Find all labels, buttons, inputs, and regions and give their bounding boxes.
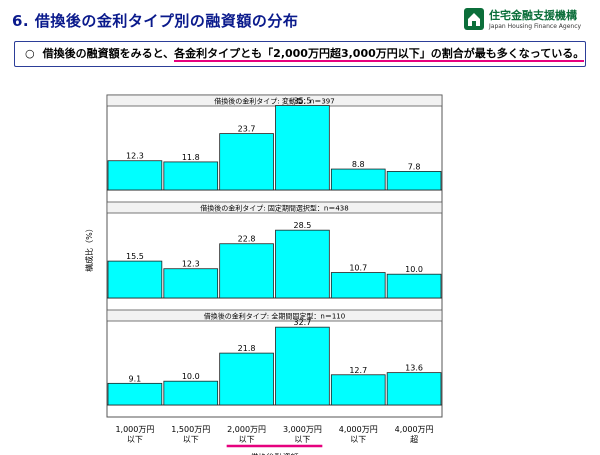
bar <box>386 372 442 406</box>
bar <box>386 171 442 191</box>
bar-label: 10.7 <box>349 264 367 273</box>
bar-label: 22.8 <box>238 235 256 244</box>
bar <box>330 272 386 299</box>
bar <box>107 160 163 191</box>
bar-label: 10.0 <box>405 265 423 274</box>
logo-subtitle: Japan Housing Finance Agency <box>489 23 582 30</box>
panel-title: 借換後の金利タイプ: 全期間固定型：n＝110 <box>204 312 345 321</box>
category-tick-label: 4,000万円以下 <box>339 425 378 444</box>
bar <box>330 374 386 406</box>
panel-title: 借換後の金利タイプ: 変動型：n＝397 <box>214 97 334 106</box>
y-axis-label: 構成比（%） <box>84 224 94 272</box>
bar-label: 21.8 <box>238 344 256 353</box>
bar-label: 8.8 <box>352 160 365 169</box>
panel-title: 借換後の金利タイプ: 固定期間選択型：n＝438 <box>200 204 348 213</box>
bar <box>107 260 163 299</box>
bar <box>219 352 274 406</box>
bar <box>330 168 386 191</box>
bar-label: 32.7 <box>294 318 312 327</box>
x-axis-label: 借換後融資額 <box>251 452 299 455</box>
category-tick-label: 3,000万円以下 <box>283 425 322 444</box>
bar <box>163 380 219 406</box>
bar <box>219 243 274 299</box>
summary-box: ○ 借換後の融資額をみると、各金利タイプとも「2,000万円超3,000万円以下」… <box>14 41 586 67</box>
bar-label: 12.3 <box>182 260 200 269</box>
category-tick-label: 2,000万円以下 <box>227 425 266 444</box>
bar <box>163 161 219 191</box>
bar-label: 12.7 <box>349 366 367 375</box>
house-logo-icon <box>464 8 484 30</box>
category-tick-label: 1,500万円以下 <box>171 425 210 444</box>
panel-title-bar <box>106 201 443 214</box>
page-title: 6. 借換後の金利タイプ別の融資額の分布 <box>12 12 299 30</box>
summary-highlight: 各金利タイプとも「2,000万円超3,000万円以下」の割合が最も多くなっている… <box>174 47 585 62</box>
category-tick-label: 1,000万円以下 <box>115 425 154 444</box>
summary-text: 借換後の融資額をみると、 <box>42 47 175 60</box>
bar <box>386 273 442 299</box>
bar-label: 7.8 <box>408 162 421 171</box>
panel-title-bar <box>106 309 443 322</box>
panel-title-bar <box>106 94 443 107</box>
bar-label: 15.5 <box>126 252 144 261</box>
bar <box>107 382 163 406</box>
bar <box>275 229 330 299</box>
bar <box>275 326 330 406</box>
bar-label: 23.7 <box>238 125 256 134</box>
bar-label: 35.5 <box>294 97 312 106</box>
bar <box>219 133 274 191</box>
bullet-icon: ○ <box>25 47 35 60</box>
agency-logo: 住宅金融支援機構 Japan Housing Finance Agency <box>463 5 599 37</box>
bar-label: 28.5 <box>294 221 312 230</box>
bar-label: 12.3 <box>126 152 144 161</box>
category-tick-label: 4,000万円超 <box>395 425 434 444</box>
bar <box>275 105 330 191</box>
bar-label: 10.0 <box>182 372 200 381</box>
bar-label: 9.1 <box>129 374 142 383</box>
logo-name: 住宅金融支援機構 <box>489 9 577 22</box>
chart-frame <box>106 94 443 418</box>
bar-label: 13.6 <box>405 364 423 373</box>
bar-label: 11.8 <box>182 153 200 162</box>
bar <box>163 268 219 299</box>
